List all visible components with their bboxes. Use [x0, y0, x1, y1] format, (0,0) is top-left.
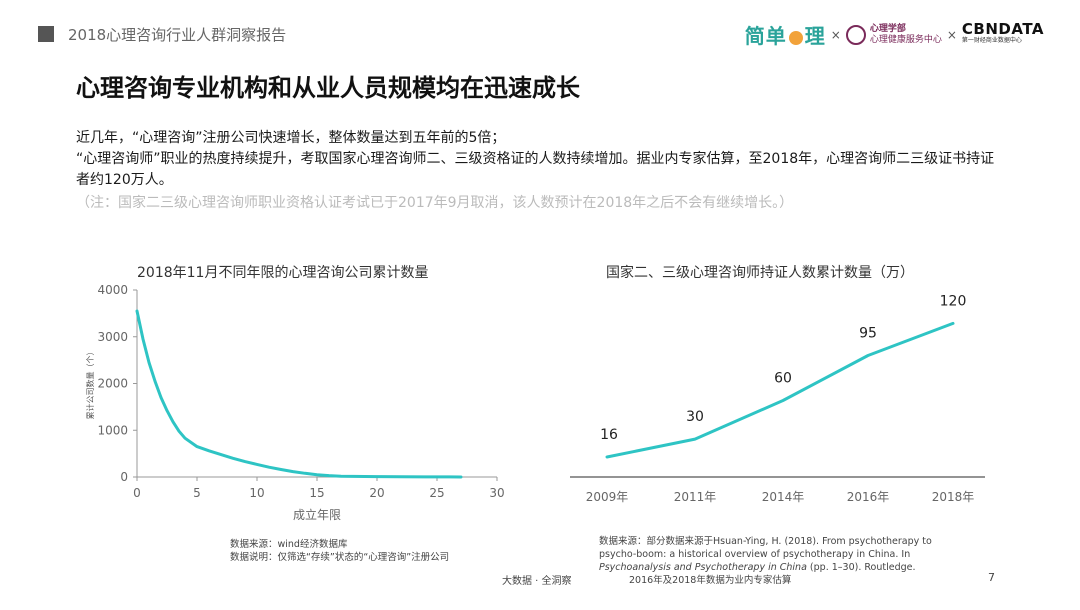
- chart1-y-axis-label: 累计公司数量（个）: [85, 348, 95, 420]
- logo-separator: ×: [946, 27, 957, 42]
- chart1-y-tick-label: 2000: [97, 377, 128, 391]
- logo-dot-icon: [788, 31, 803, 45]
- chart1-x-tick-label: 5: [193, 486, 201, 500]
- chart2-x-tick-label: 2009年: [586, 490, 629, 504]
- pku-logo-line2: 心理健康服务中心: [869, 34, 942, 45]
- partner-logos: 简单理 × 心理学部 心理健康服务中心 × CBNDATA 第一财经商业数据中心: [745, 20, 1044, 49]
- chart1-x-tick-label: 20: [369, 486, 384, 500]
- chart2-certificate-holders: 2009年 2011年 2014年 2016年 2018年 16 30 60 95 120: [570, 293, 985, 504]
- chart1-company-count: 0 5 10 15 20 25 30 0 1000 2000 3000 4000 成立年限 累计公司数量（…: [85, 283, 505, 522]
- chart2-x-tick-label: 2011年: [674, 490, 717, 504]
- chart1-y-tick-label: 4000: [97, 283, 128, 297]
- chart1-title: 2018年11月不同年限的心理咨询公司累计数量: [137, 265, 429, 281]
- chart2-data-label: 30: [686, 409, 704, 425]
- cbndata-logo: CBNDATA 第一财经商业数据中心: [961, 19, 1044, 44]
- pku-seal-icon: [845, 24, 866, 45]
- body-line-2: “心理咨询师”职业的热度持续提升，考取国家心理咨询师二、三级资格证的人数持续增加…: [76, 151, 995, 188]
- chart2-series-line: [605, 321, 955, 459]
- chart1-series-line: [135, 309, 463, 479]
- header-square-icon: [38, 26, 54, 42]
- footer-brand: 大数据 · 全洞察: [502, 576, 572, 587]
- chart2-x-tick-label: 2014年: [762, 490, 805, 504]
- body-note: （注：国家二三级心理咨询师职业资格认证考试已于2017年9月取消，该人数预计在2…: [76, 195, 794, 211]
- chart1-y-tick-label: 0: [120, 470, 128, 484]
- logo-separator: ×: [830, 27, 841, 42]
- chart2-title: 国家二、三级心理咨询师持证人数累计数量（万）: [606, 265, 914, 281]
- chart2-data-label: 16: [600, 427, 618, 443]
- chart2-data-label: 120: [940, 293, 967, 309]
- chart1-x-tick-label: 15: [309, 486, 324, 500]
- report-header: 2018心理咨询行业人群洞察报告: [38, 24, 286, 44]
- chart1-x-tick-label: 10: [249, 486, 264, 500]
- page-headline: 心理咨询专业机构和从业人员规模均在迅速成长: [76, 74, 580, 102]
- chart2-data-label: 95: [859, 326, 877, 342]
- chart1-x-tick-label: 30: [489, 486, 504, 500]
- chart1-x-axis-label: 成立年限: [293, 507, 341, 522]
- chart1-y-tick-label: 3000: [97, 330, 128, 344]
- pku-logo-line1: 心理学部: [869, 23, 906, 34]
- chart1-y-tick-label: 1000: [97, 423, 128, 437]
- chart2-x-tick-label: 2018年: [932, 490, 975, 504]
- chart1-x-tick-label: 0: [133, 486, 141, 500]
- chart2-x-tick-label: 2016年: [847, 490, 890, 504]
- chart2-source: 数据来源：部分数据来源于Hsuan-Ying, H. (2018). From …: [599, 536, 932, 586]
- chart1-x-tick-label: 25: [429, 486, 444, 500]
- body-line-1: 近几年，“心理咨询”注册公司快速增长，整体数量达到五年前的5倍；: [76, 130, 506, 146]
- chart1-source: 数据来源：wind经济数据库 数据说明：仅筛选“存续”状态的“心理咨询”注册公司: [230, 539, 450, 563]
- pku-logo: 心理学部 心理健康服务中心: [845, 23, 942, 46]
- chart2-data-label: 60: [774, 371, 792, 387]
- body-text: 近几年，“心理咨询”注册公司快速增长，整体数量达到五年前的5倍； “心理咨询师”…: [76, 128, 996, 214]
- page-number: 7: [988, 571, 995, 584]
- jiandan-xinli-logo: 简单理: [744, 24, 826, 48]
- report-title: 2018心理咨询行业人群洞察报告: [68, 25, 287, 44]
